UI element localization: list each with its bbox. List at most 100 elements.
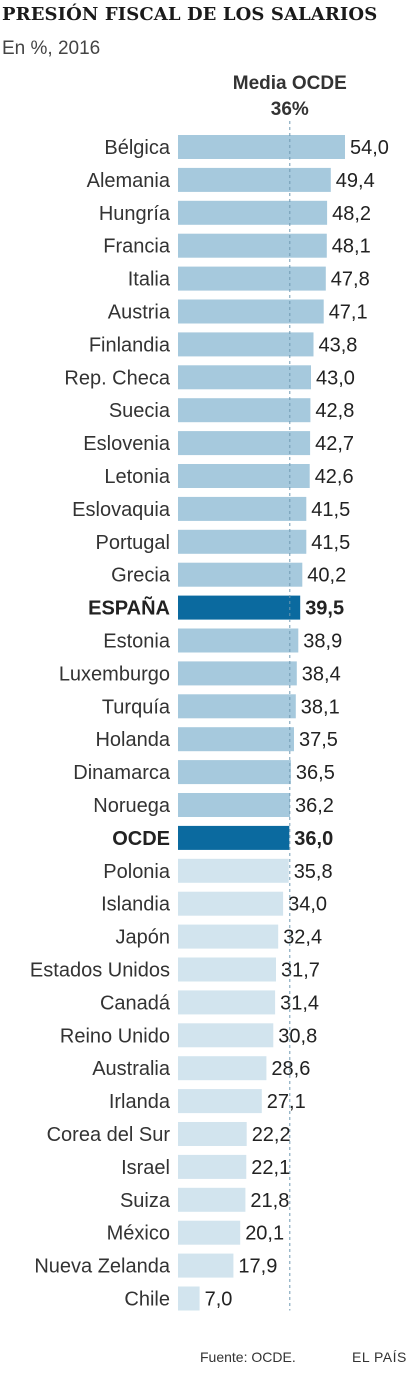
value-label: 38,1 (301, 696, 340, 718)
category-label: Alemania (87, 170, 171, 192)
value-label: 36,5 (296, 762, 335, 784)
category-label: Holanda (95, 729, 170, 751)
bar (178, 957, 276, 982)
value-label: 54,0 (350, 137, 389, 159)
reference-line-label: Media OCDE (233, 73, 347, 94)
category-label: Letonia (104, 466, 170, 488)
category-label: Japón (116, 927, 171, 949)
source-note: Fuente: OCDE. (200, 1349, 296, 1365)
bar (178, 299, 324, 324)
category-label: Nueva Zelanda (34, 1256, 171, 1278)
value-label: 34,0 (288, 894, 327, 916)
bar (178, 431, 311, 456)
category-label: Eslovaquia (72, 499, 171, 521)
bar (178, 135, 345, 159)
category-label: Italia (128, 269, 171, 291)
value-label: 36,0 (294, 828, 333, 850)
bar (178, 365, 311, 390)
chart-title: PRESIÓN FISCAL DE LOS SALARIOS (2, 4, 378, 25)
bar (178, 233, 327, 258)
bar (178, 496, 307, 521)
value-label: 30,8 (278, 1025, 317, 1047)
category-label: Finlandia (89, 334, 171, 356)
category-label: Islandia (101, 894, 171, 916)
value-label: 38,4 (302, 663, 341, 685)
bar (178, 595, 301, 620)
value-label: 42,6 (315, 466, 354, 488)
value-label: 28,6 (271, 1058, 310, 1080)
bar (178, 200, 328, 225)
value-label: 41,5 (311, 532, 350, 554)
value-label: 37,5 (299, 729, 338, 751)
bar (178, 1154, 247, 1179)
category-label: Rep. Checa (64, 367, 170, 389)
category-label: Austria (108, 302, 171, 324)
category-label: Israel (121, 1157, 170, 1179)
bar (178, 562, 303, 587)
chart-subtitle: En %, 2016 (2, 38, 101, 59)
value-label: 43,0 (316, 367, 355, 389)
bar (178, 661, 297, 686)
value-label: 39,5 (305, 598, 344, 620)
value-label: 38,9 (303, 631, 342, 653)
value-label: 48,1 (332, 236, 371, 258)
bar (178, 167, 331, 192)
bar (178, 332, 314, 357)
bar (178, 793, 290, 817)
publisher-brand: EL PAÍS (352, 1349, 407, 1365)
value-label: 41,5 (311, 499, 350, 521)
category-label: Francia (103, 236, 171, 258)
reference-line-value: 36% (271, 99, 309, 120)
category-label: Estados Unidos (30, 960, 170, 982)
value-label: 42,8 (315, 400, 354, 422)
value-label: 48,2 (332, 203, 371, 225)
category-label: Corea del Sur (47, 1124, 171, 1146)
value-label: 36,2 (295, 795, 334, 817)
category-label: Suiza (120, 1190, 171, 1212)
value-label: 31,7 (281, 960, 320, 982)
bar (178, 1286, 200, 1311)
bar (178, 266, 326, 291)
bar (178, 858, 289, 883)
bar (178, 464, 310, 488)
value-label: 42,7 (315, 433, 354, 455)
bar (178, 1056, 267, 1081)
value-label: 20,1 (245, 1223, 284, 1245)
value-label: 49,4 (336, 170, 375, 192)
category-label: Turquía (102, 696, 171, 718)
category-label: Portugal (96, 532, 171, 554)
category-label: Polonia (103, 861, 171, 883)
value-label: 35,8 (294, 861, 333, 883)
bar (178, 1122, 247, 1146)
bar (178, 1220, 241, 1245)
bar (178, 825, 290, 850)
category-label: Bélgica (104, 137, 170, 159)
category-label: Chile (124, 1289, 170, 1311)
bar (178, 1089, 262, 1114)
value-label: 21,8 (250, 1190, 289, 1212)
bar (178, 694, 296, 719)
bar (178, 727, 294, 752)
category-label: Reino Unido (60, 1025, 170, 1047)
value-label: 40,2 (307, 565, 346, 587)
bar (178, 891, 284, 916)
bar (178, 990, 276, 1015)
bar (178, 760, 291, 785)
bar (178, 1253, 234, 1278)
value-label: 22,2 (252, 1124, 291, 1146)
category-label: Irlanda (109, 1091, 171, 1113)
category-label: ESPAÑA (88, 597, 170, 620)
bar (178, 628, 299, 653)
value-label: 43,8 (319, 334, 358, 356)
value-label: 31,4 (280, 992, 319, 1014)
category-label: México (107, 1223, 170, 1245)
category-label: Noruega (93, 795, 171, 817)
value-label: 47,1 (329, 302, 368, 324)
value-label: 27,1 (267, 1091, 306, 1113)
category-label: Hungría (99, 203, 171, 225)
category-label: Luxemburgo (59, 663, 170, 685)
bar (178, 398, 311, 423)
category-label: Eslovenia (83, 433, 171, 455)
